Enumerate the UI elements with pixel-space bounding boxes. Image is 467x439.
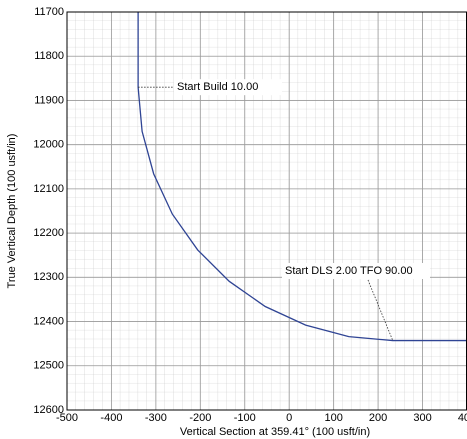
x-tick-label: 100	[324, 412, 342, 424]
x-tick-label: -100	[234, 412, 256, 424]
x-tick-label: 300	[413, 412, 431, 424]
y-tick-label: 12300	[33, 271, 64, 283]
plot	[137, 12, 467, 342]
minor-grid	[67, 12, 467, 410]
y-tick-label: 12500	[33, 360, 64, 372]
annotation-box	[174, 79, 282, 96]
x-tick-label: -400	[100, 412, 122, 424]
y-tick-label: 12000	[33, 139, 64, 151]
x-tick-label: -300	[145, 412, 167, 424]
y-tick-label: 12200	[33, 227, 64, 239]
x-tick-label: 200	[369, 412, 387, 424]
y-tick-label: 12600	[33, 404, 64, 416]
y-axis-label: True Vertical Depth (100 usft/in)	[6, 134, 18, 289]
x-tick-label: -500	[56, 412, 78, 424]
y-tick-label: 12400	[33, 315, 64, 327]
grid	[66, 11, 467, 411]
trajectory-line	[137, 12, 467, 342]
annotation: Start Build 10.00	[177, 81, 258, 93]
y-tick-label: 12100	[33, 183, 64, 195]
annotation-leader	[367, 279, 394, 341]
annotation-box	[282, 263, 430, 279]
x-tick-label: 0	[286, 412, 292, 424]
x-tick-label: 400	[458, 412, 467, 424]
x-tick-label: -200	[189, 412, 211, 424]
y-tick-label: 11900	[34, 94, 64, 106]
annotation: Start DLS 2.00 TFO 90.00	[285, 265, 413, 277]
x-axis-label: Vertical Section at 359.41° (100 usft/in…	[180, 426, 370, 438]
y-tick-label: 11700	[34, 6, 64, 18]
y-tick-label: 11800	[34, 50, 64, 62]
